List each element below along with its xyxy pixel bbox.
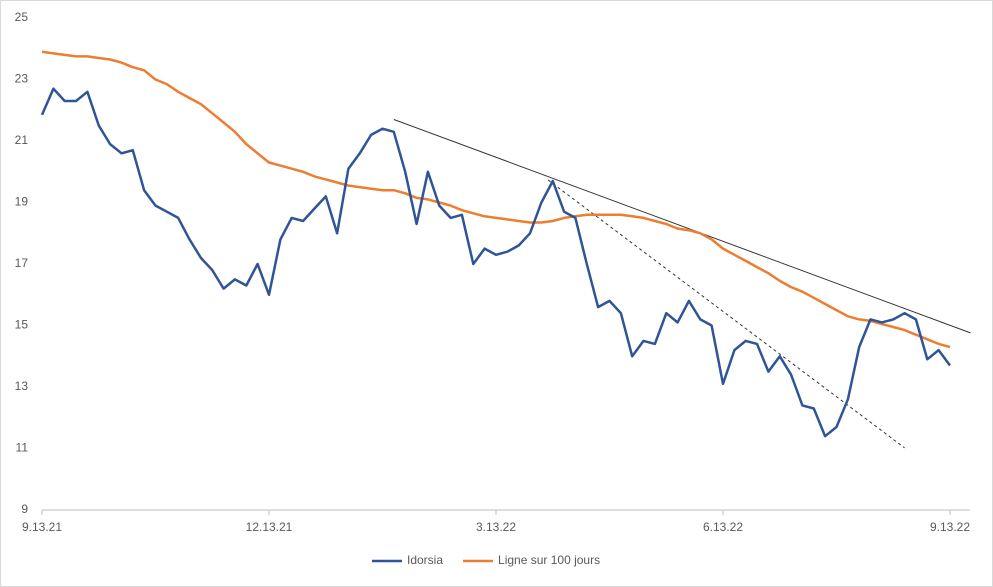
- y-tick-label: 9: [21, 502, 28, 516]
- y-tick-label: 17: [15, 256, 29, 270]
- x-tick-label: 6.13.22: [703, 520, 743, 534]
- y-tick-label: 11: [16, 441, 29, 455]
- x-tick-label: 3.13.22: [476, 520, 516, 534]
- y-tick-label: 19: [15, 195, 29, 209]
- x-tick-label: 9.13.21: [22, 520, 62, 534]
- series-line: [40, 87, 952, 438]
- y-tick-label: 21: [15, 133, 29, 147]
- x-tick-label: 12.13.21: [246, 520, 293, 534]
- y-tick-label: 13: [15, 379, 29, 393]
- legend-item: Idorsia: [372, 553, 443, 567]
- y-tick-label: 23: [15, 72, 29, 86]
- legend-label: Ligne sur 100 jours: [498, 553, 600, 567]
- legend-item: Ligne sur 100 jours: [463, 553, 600, 567]
- y-tick-label: 25: [15, 10, 29, 24]
- legend-label: Idorsia: [407, 553, 443, 567]
- y-tick-label: 15: [15, 318, 29, 332]
- x-tick-label: 9.13.22: [930, 520, 970, 534]
- trend-line: [547, 179, 905, 449]
- series-line: [41, 50, 951, 349]
- trend-line: [393, 119, 971, 334]
